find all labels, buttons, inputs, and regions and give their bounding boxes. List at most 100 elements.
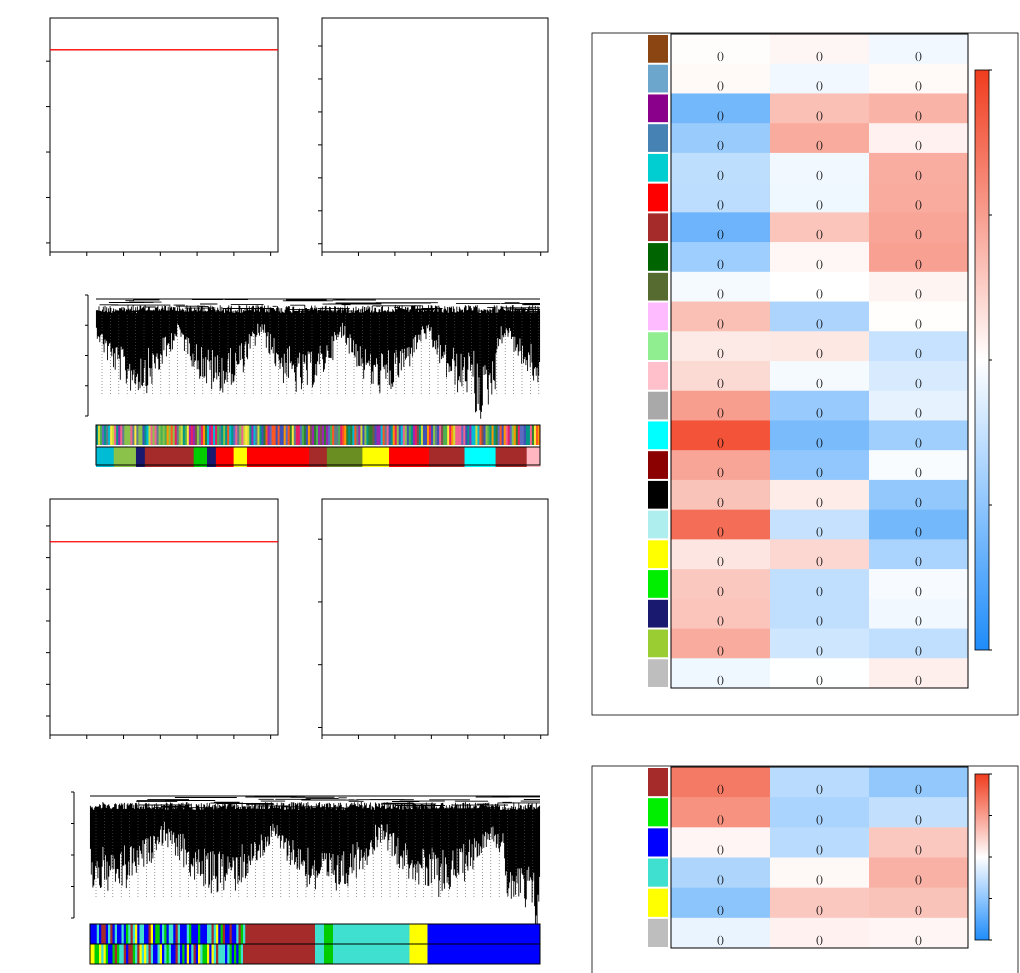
p-open-paren: ( [816,556,820,567]
dynamic-module-stripe [241,425,244,445]
color-legend-bar [974,69,990,651]
p-value: () [915,170,922,181]
p-close-paren: ) [820,784,823,795]
heatmap-cell [770,767,870,798]
merged-module-stripe [234,944,237,964]
p-close-paren: ) [721,170,724,181]
p-close-paren: ) [820,140,823,151]
merged-module-block [362,447,390,467]
dynamic-module-stripe [457,425,460,445]
merged-module-block [333,944,410,964]
dynamic-module-stripe [519,924,523,944]
p-open-paren: ( [816,467,820,478]
p-close-paren: ) [721,110,724,121]
p-value: () [816,586,823,597]
dynamic-module-stripe [384,425,388,445]
dynamic-module-stripe [336,425,339,445]
p-close-paren: ) [919,844,922,855]
p-open-paren: ( [816,645,820,656]
dynamic-module-stripe [279,924,282,944]
heatmap-cell [869,152,969,183]
dynamic-module-stripe [158,425,161,445]
p-open-paren: ( [816,378,820,389]
heatmap-cell [869,767,969,798]
dynamic-module-stripe [529,425,533,445]
dynamic-module-stripe [101,924,104,944]
merged-module-stripe [117,944,120,964]
dynamic-module-stripe [394,425,398,445]
p-close-paren: ) [820,905,823,916]
p-value: () [717,616,724,627]
dynamic-module-stripe [222,924,226,944]
dynamic-module-stripe [198,425,202,445]
p-close-paren: ) [820,110,823,121]
dynamic-module-stripe [459,425,462,445]
merged-module-stripe [139,944,143,964]
dynamic-module-stripe [315,924,318,944]
dynamic-module-stripe [100,425,103,445]
dynamic-module-stripe [243,425,246,445]
dynamic-module-stripe [153,924,156,944]
dynamic-module-stripe [227,425,230,445]
dynamic-module-stripe [463,425,466,445]
heatmap-cell [869,34,969,65]
dynamic-module-stripe [306,924,309,944]
merged-module-stripe [144,944,147,964]
dynamic-module-stripe [362,924,365,944]
p-open-paren: ( [816,318,820,329]
p-close-paren: ) [820,348,823,359]
plot-frame [49,498,279,736]
dynamic-module-stripe [360,425,363,445]
dynamic-module-stripe [191,924,194,944]
dynamic-module-stripe [116,425,119,445]
heatmap-cell [671,450,771,481]
merged-module-stripe [182,944,185,964]
dynamic-module-stripe [313,425,317,445]
dynamic-module-stripe [485,425,488,445]
heatmap-cell [770,509,870,540]
p-open-paren: ( [816,497,820,508]
dynamic-module-stripe [126,924,129,944]
dynamic-module-stripe [400,425,404,445]
dynamic-module-stripe [283,425,287,445]
dynamic-module-stripe [501,924,505,944]
dynamic-module-stripe [452,924,455,944]
p-value: () [816,814,823,825]
merged-module-stripe [137,944,140,964]
dynamic-module-stripe [426,425,430,445]
merged-module-stripe [216,944,219,964]
dynamic-module-stripe [134,425,137,445]
dynamic-module-stripe [238,924,242,944]
p-close-paren: ) [721,844,724,855]
panel-d [46,498,279,739]
dynamic-module-stripe [382,924,386,944]
dynamic-module-stripe [424,425,428,445]
dynamic-module-stripe [213,924,217,944]
p-open-paren: ( [717,170,721,181]
merged-module-stripe [238,944,242,964]
p-value: () [915,229,922,240]
dynamic-module-stripe [454,924,458,944]
p-value: () [816,140,823,151]
heatmap-cell [770,658,870,689]
dynamic-module-stripe [509,425,513,445]
heatmap-cell [869,123,969,154]
dynamic-module-stripe [182,425,186,445]
dynamic-module-stripe [510,924,514,944]
dynamic-module-stripe [490,924,494,944]
dynamic-module-stripe [481,924,485,944]
dynamic-module-stripe [209,924,212,944]
dynamic-module-stripe [408,425,412,445]
p-open-paren: ( [816,527,820,538]
dynamic-module-stripe [252,924,255,944]
dynamic-module-stripe [267,425,270,445]
dynamic-module-stripe [173,924,176,944]
merged-module-stripe [92,944,95,964]
module-color-swatch [648,480,668,509]
dynamic-module-stripe [245,924,248,944]
heatmap-cell [770,34,870,65]
dynamic-module-stripe [114,924,118,944]
p-value: () [915,905,922,916]
heatmap-cell [671,509,771,540]
p-value: () [717,467,724,478]
